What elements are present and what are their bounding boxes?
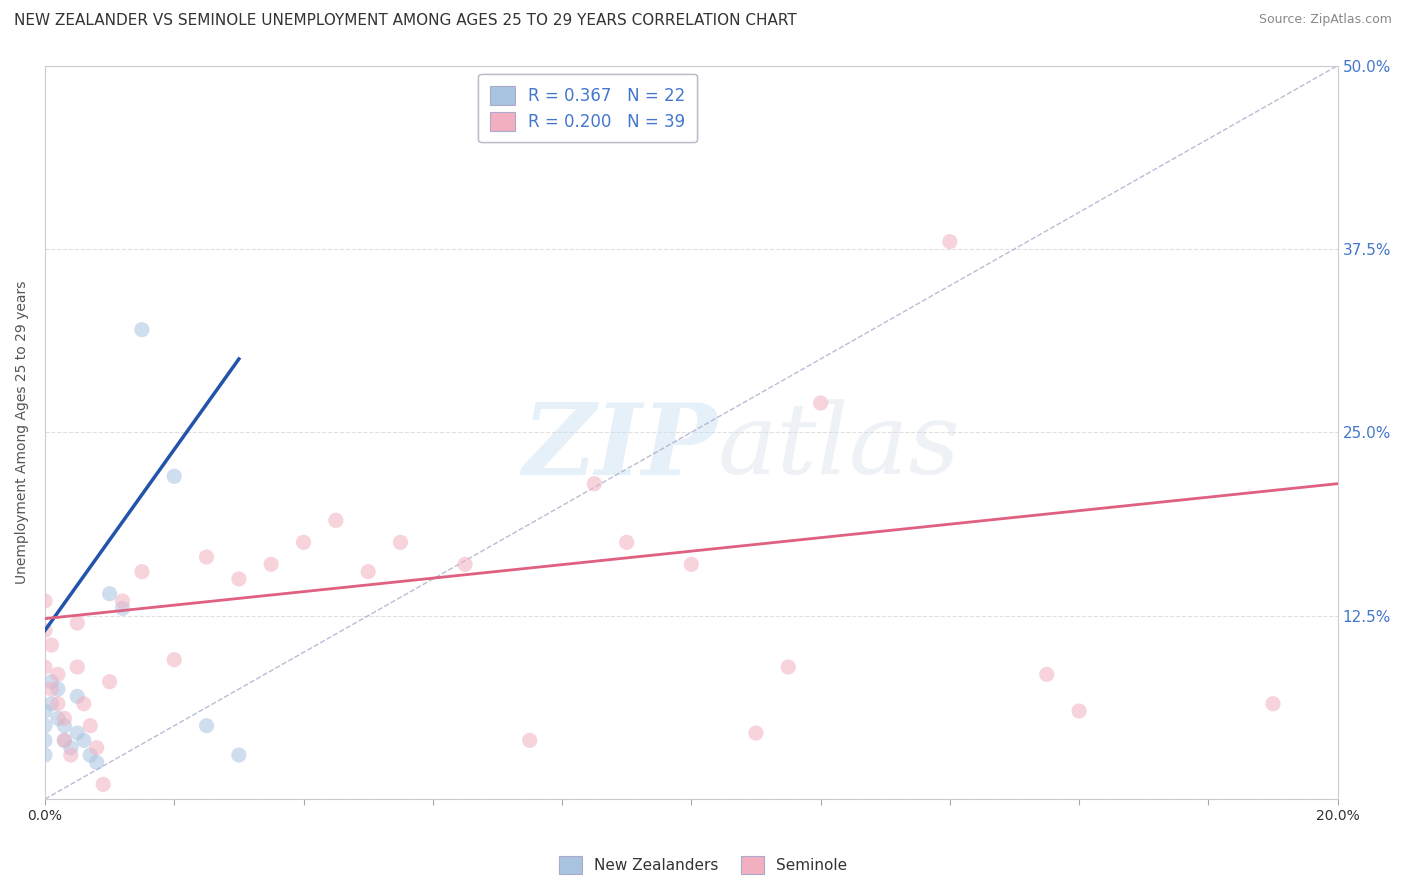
Point [34, 747, 56, 762]
Point [53, 719, 76, 733]
Legend: New Zealanders, Seminole: New Zealanders, Seminole [553, 850, 853, 880]
Point [79, 747, 101, 762]
Point [616, 535, 638, 549]
Point [1261, 697, 1284, 711]
Point [73, 697, 96, 711]
Point [91, 777, 114, 791]
Legend: R = 0.367   N = 22, R = 0.200   N = 39: R = 0.367 N = 22, R = 0.200 N = 39 [478, 74, 697, 143]
Point [34, 660, 56, 674]
Point [583, 476, 606, 491]
Point [41, 697, 63, 711]
Point [34, 733, 56, 747]
Point [59, 747, 82, 762]
Point [357, 565, 380, 579]
Point [131, 323, 153, 337]
Point [681, 558, 703, 572]
Point [66, 615, 89, 630]
Point [34, 624, 56, 638]
Point [41, 638, 63, 652]
Point [292, 535, 315, 549]
Point [86, 756, 108, 770]
Point [195, 549, 218, 564]
Point [34, 719, 56, 733]
Point [1069, 704, 1091, 718]
Point [59, 740, 82, 755]
Point [98, 674, 121, 689]
Point [46, 711, 69, 725]
Point [53, 733, 76, 747]
Point [778, 660, 800, 674]
Text: ZIP: ZIP [522, 399, 717, 495]
Point [1036, 667, 1059, 681]
Y-axis label: Unemployment Among Ages 25 to 29 years: Unemployment Among Ages 25 to 29 years [15, 281, 30, 584]
Point [98, 587, 121, 601]
Point [228, 572, 250, 586]
Point [66, 690, 89, 704]
Point [53, 711, 76, 725]
Point [454, 558, 477, 572]
Point [34, 594, 56, 608]
Point [41, 674, 63, 689]
Point [260, 558, 283, 572]
Point [46, 697, 69, 711]
Point [46, 681, 69, 696]
Text: atlas: atlas [717, 400, 960, 495]
Point [53, 733, 76, 747]
Point [163, 653, 186, 667]
Point [325, 513, 347, 527]
Point [34, 704, 56, 718]
Point [228, 747, 250, 762]
Point [519, 733, 541, 747]
Point [111, 601, 134, 615]
Point [939, 235, 962, 249]
Point [131, 565, 153, 579]
Point [79, 719, 101, 733]
Point [41, 681, 63, 696]
Point [66, 726, 89, 740]
Point [111, 594, 134, 608]
Point [745, 726, 768, 740]
Point [389, 535, 412, 549]
Point [810, 396, 832, 410]
Point [66, 660, 89, 674]
Point [195, 719, 218, 733]
Point [86, 740, 108, 755]
Point [46, 667, 69, 681]
Point [163, 469, 186, 483]
Text: Source: ZipAtlas.com: Source: ZipAtlas.com [1258, 13, 1392, 27]
Text: NEW ZEALANDER VS SEMINOLE UNEMPLOYMENT AMONG AGES 25 TO 29 YEARS CORRELATION CHA: NEW ZEALANDER VS SEMINOLE UNEMPLOYMENT A… [14, 13, 797, 29]
Point [73, 733, 96, 747]
